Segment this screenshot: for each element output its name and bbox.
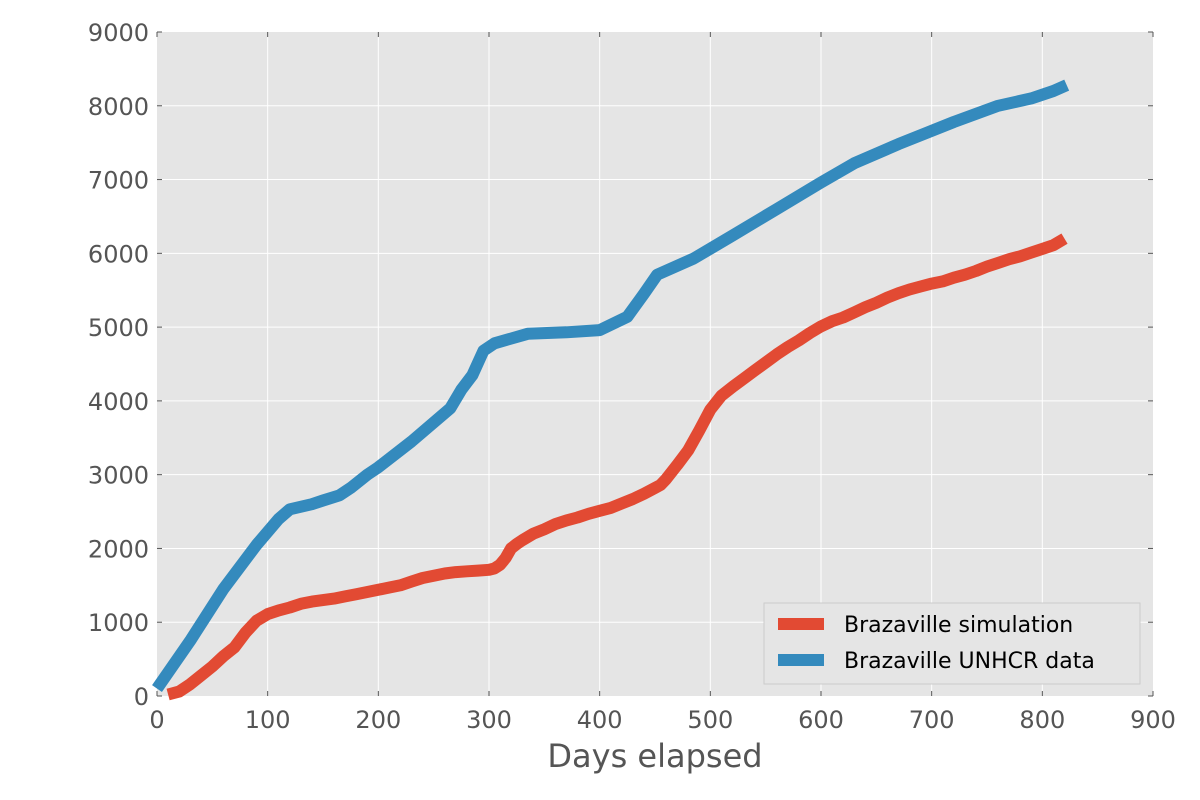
- tick-labels: 0 100 200 300 400 500 600 700 800 900010002000300…: [88, 19, 1176, 734]
- y-tick-label: 2000: [88, 535, 149, 563]
- y-tick-label: 0: [134, 683, 149, 711]
- y-tick-label: 8000: [88, 93, 149, 121]
- y-tick-label: 6000: [88, 240, 149, 268]
- series-line-0: [166, 233, 1068, 701]
- x-axis-title: Days elapsed: [547, 737, 762, 775]
- x-tick-label: 400: [577, 706, 623, 734]
- grid-lines: [157, 32, 1153, 696]
- series-line-1: [152, 79, 1070, 693]
- legend: Brazaville simulation Brazaville UNHCR da…: [763, 602, 1141, 685]
- x-tick-label: 300: [466, 706, 512, 734]
- x-tick-label: 100: [245, 706, 291, 734]
- series-lines: [152, 79, 1070, 701]
- x-tick-label: 700: [909, 706, 955, 734]
- plot-area: [157, 32, 1153, 696]
- y-tick-label: 1000: [88, 609, 149, 637]
- x-tick-label: 0: [149, 706, 164, 734]
- y-tick-label: 5000: [88, 314, 149, 342]
- y-tick-label: 4000: [88, 388, 149, 416]
- x-tick-label: 500: [687, 706, 733, 734]
- y-tick-label: 3000: [88, 462, 149, 490]
- x-tick-label: 900: [1130, 706, 1176, 734]
- x-tick-label: 800: [1019, 706, 1065, 734]
- x-tick-label: 600: [798, 706, 844, 734]
- axis-ticks: [156, 31, 1154, 697]
- y-tick-label: 9000: [88, 19, 149, 47]
- legend-box: [763, 602, 1141, 685]
- x-tick-label: 200: [355, 706, 401, 734]
- y-tick-label: 7000: [88, 167, 149, 195]
- legend-label-1: Brazaville UNHCR data: [844, 649, 1095, 674]
- legend-label-0: Brazaville simulation: [844, 613, 1073, 638]
